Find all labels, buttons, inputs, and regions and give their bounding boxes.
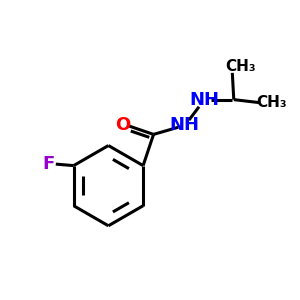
Text: F: F [43,155,55,173]
Text: CH₃: CH₃ [225,58,256,74]
Text: O: O [116,116,131,134]
Text: NH: NH [170,116,200,134]
Text: NH: NH [189,91,219,109]
Text: CH₃: CH₃ [256,95,287,110]
